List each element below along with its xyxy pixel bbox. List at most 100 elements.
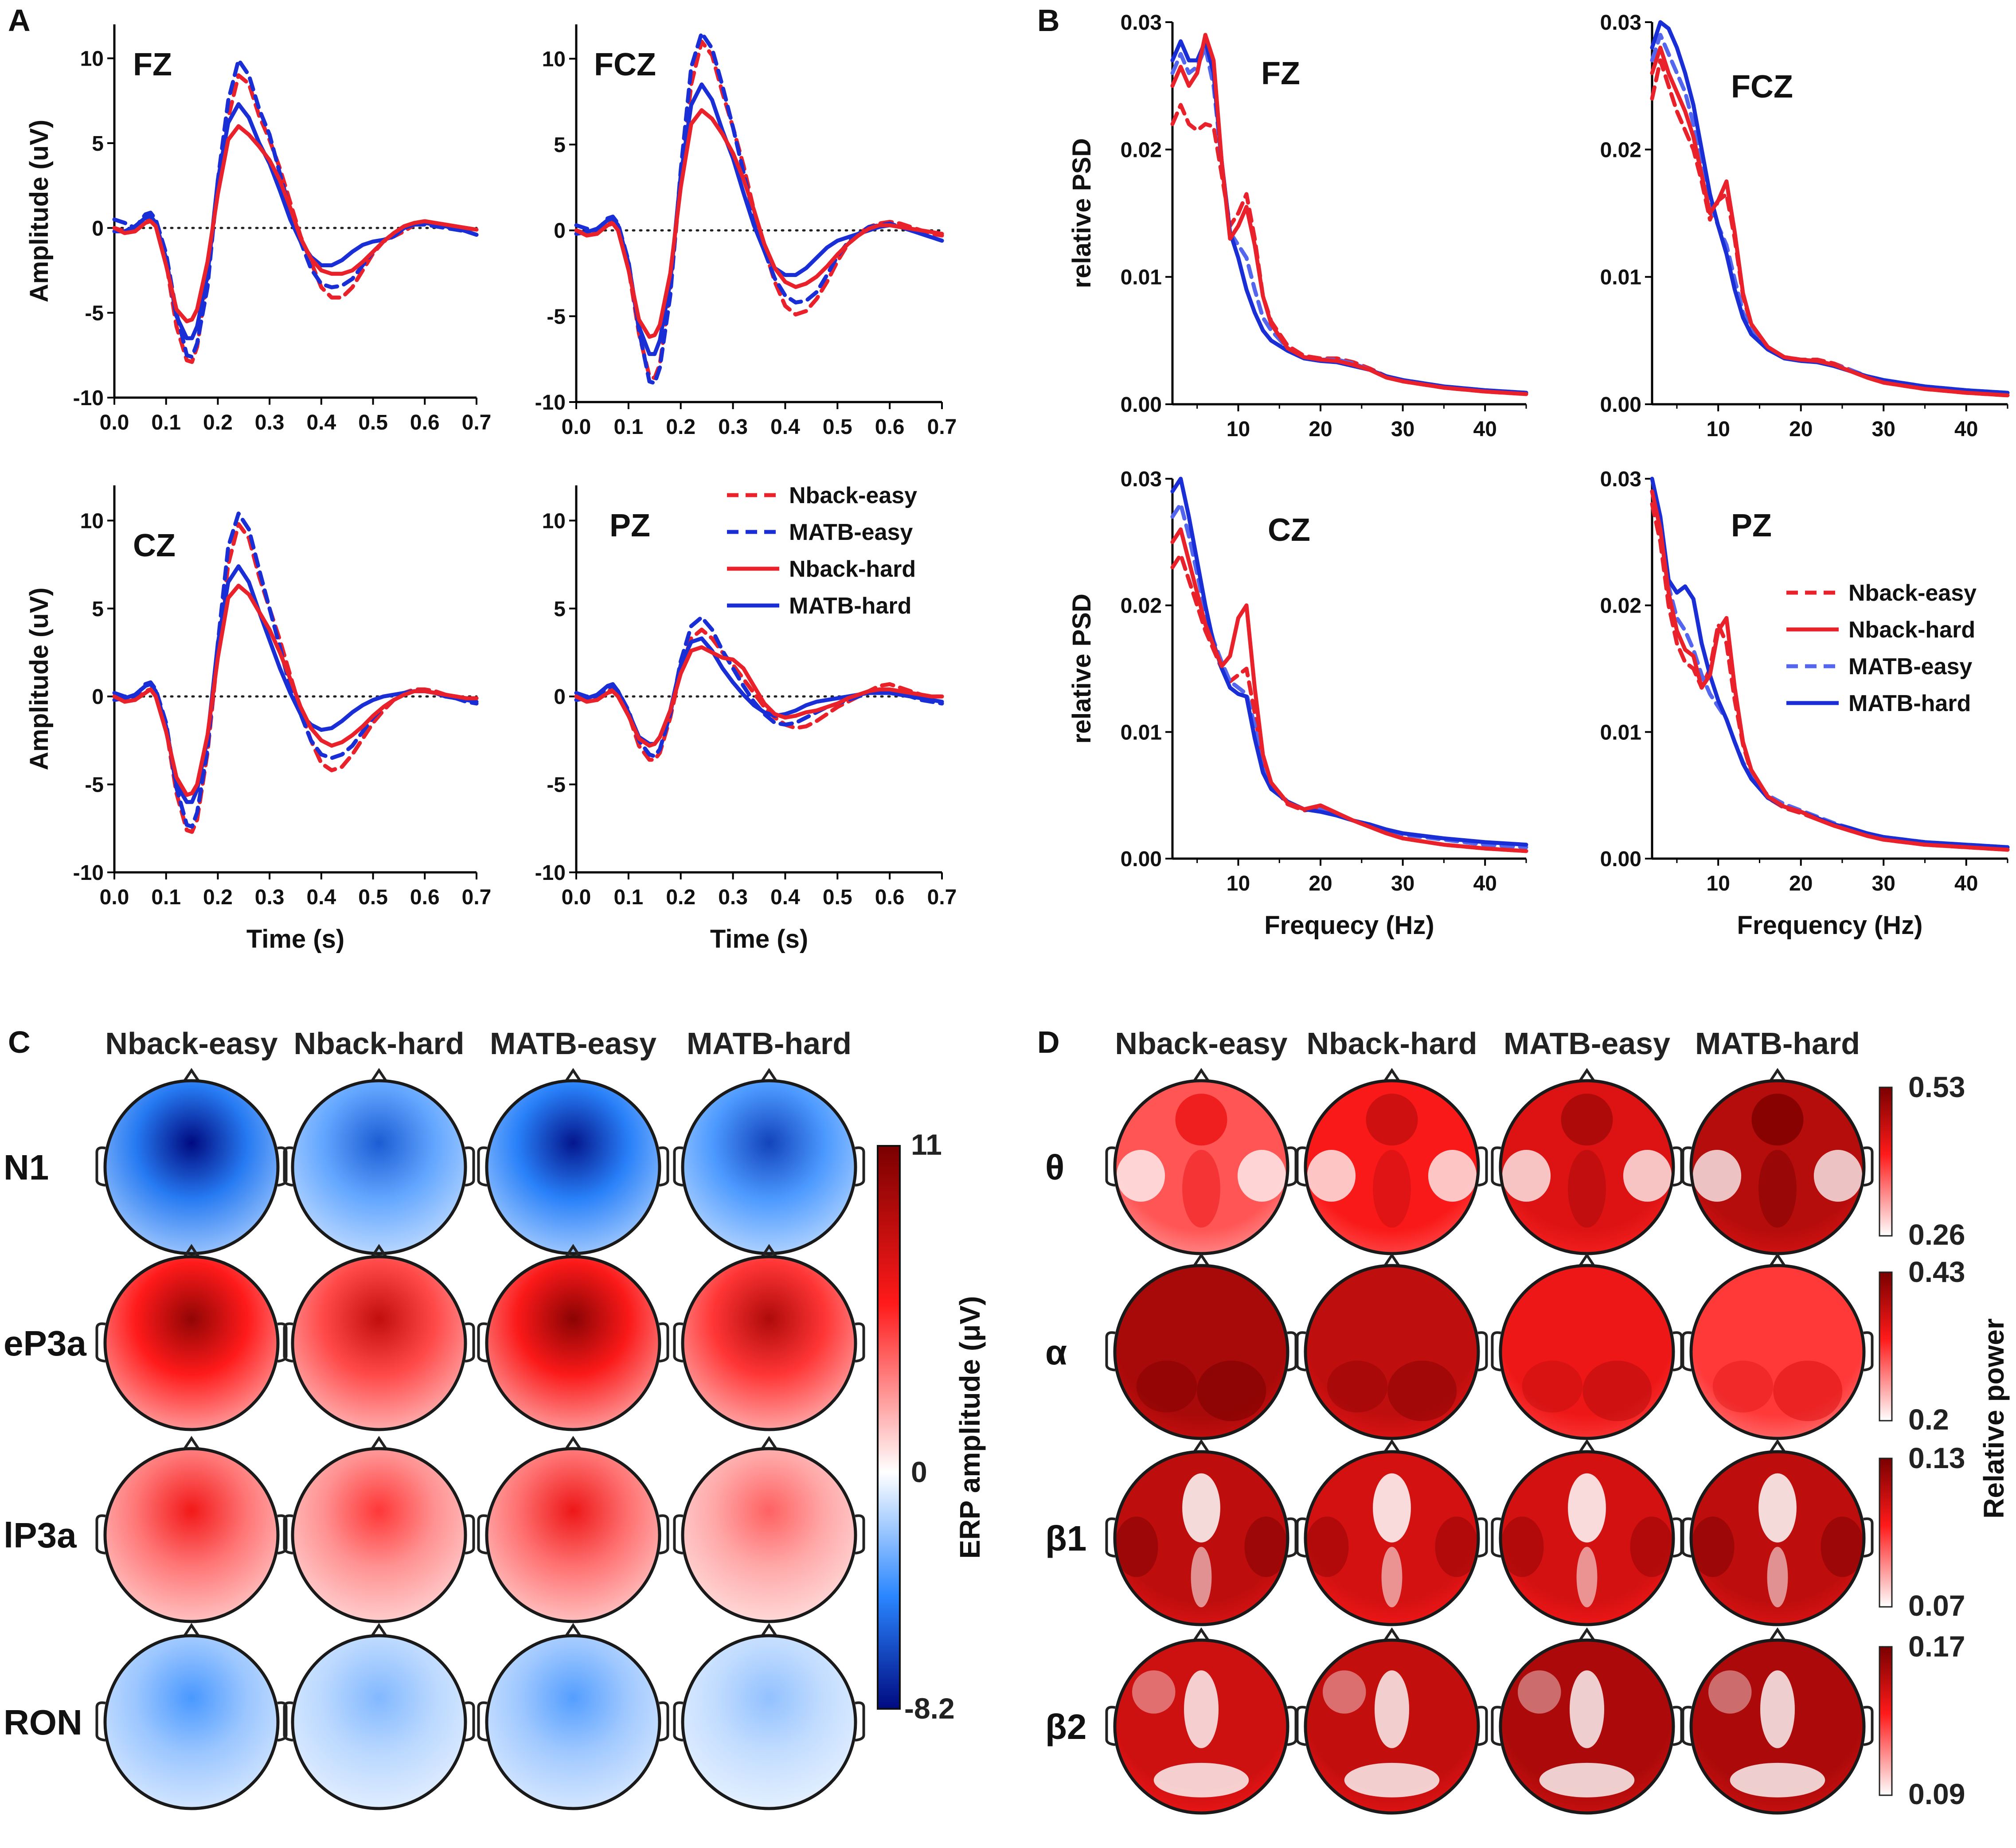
x-tick-label: 0.7 (462, 411, 492, 434)
ear-outline (1491, 1706, 1501, 1746)
y-tick-label: 0 (92, 217, 104, 240)
ear-outline (1477, 1706, 1488, 1746)
scalp-map (105, 1636, 278, 1809)
ear-outline (465, 1322, 475, 1363)
nose-outline (182, 1436, 201, 1451)
column-header-d: MATB-hard (1695, 1026, 1860, 1061)
colorbar-band-1 (1879, 1086, 1893, 1237)
head-outline (1113, 1450, 1289, 1626)
x-tick-label: 0.6 (410, 411, 440, 434)
colorbar-title-erp: ERP amplitude (μV) (954, 1296, 986, 1559)
head-outline (291, 1255, 467, 1431)
scalp-blotch (1182, 1473, 1220, 1543)
x-tick-label: 20 (1309, 418, 1332, 441)
ear-outline (659, 1701, 669, 1742)
y-tick-label: 0.03 (1121, 468, 1162, 491)
scalp-blotch (1115, 1516, 1158, 1577)
y-tick-label: 10 (542, 47, 566, 71)
y-tick-label: 0.03 (1600, 468, 1641, 491)
scalp-blotch (1576, 1547, 1598, 1607)
row-label-d: α (1045, 1332, 1067, 1372)
head-outline (1304, 1264, 1480, 1440)
y-tick-label: -5 (547, 774, 566, 797)
scalp-blotch (1428, 1150, 1477, 1202)
nose-outline (1383, 1253, 1401, 1268)
head-outline (291, 1447, 467, 1623)
topomap-ron-nback-hard (283, 1623, 475, 1810)
head-outline (1499, 1264, 1675, 1440)
scalp-map (487, 1257, 660, 1430)
scalp-blotch (1821, 1516, 1864, 1577)
nose-outline (1768, 1068, 1787, 1083)
colorbar-band-min: 0.26 (1908, 1218, 1965, 1251)
scalp-blotch (1502, 1150, 1551, 1202)
head-outline (1689, 1638, 1866, 1815)
x-tick-label: 0.3 (718, 886, 748, 909)
head-outline (1499, 1450, 1675, 1626)
ear-outline (1296, 1331, 1306, 1371)
nose-outline (1768, 1439, 1787, 1454)
series-line-nback-hard (112, 583, 479, 797)
row-label-d: β2 (1045, 1707, 1086, 1746)
scalp-blotch (1568, 1473, 1606, 1543)
x-tick-label: 10 (1707, 872, 1730, 895)
scalp-map (487, 1081, 660, 1254)
line-chart-a3: -10 -5 0 5 10 0.0 0.1 0.2 0.3 0.4 0.5 0.6 0.7 CZ Ampli… (25, 485, 491, 953)
colorbar-mid: 0 (911, 1456, 927, 1489)
ear-outline (477, 1146, 488, 1187)
y-axis-label: Amplitude (uV) (25, 587, 54, 770)
panel-letter-d: D (1037, 1025, 1060, 1059)
series-line-nback-hard (574, 645, 944, 748)
nose-outline (1578, 1627, 1596, 1642)
nose-outline (564, 1068, 582, 1083)
nose-outline (1768, 1253, 1787, 1268)
legend-label: MATB-easy (789, 520, 913, 545)
x-axis-label: Time (s) (246, 925, 344, 953)
legend-label: MATB-hard (789, 593, 911, 619)
scalp-blotch (1381, 1547, 1403, 1607)
legend-label: MATB-easy (1848, 654, 1972, 680)
scalp-blotch (1373, 1473, 1411, 1543)
topomap-n1-nback-hard (283, 1068, 475, 1255)
head-outline (1689, 1450, 1866, 1626)
scalp-blotch (1175, 1094, 1227, 1146)
scalp-blotch (1500, 1516, 1544, 1577)
topomap-lp3a-matb-easy (477, 1436, 669, 1623)
head-outline (1113, 1638, 1289, 1815)
nose-outline (1192, 1439, 1211, 1454)
column-header-c: Nback-hard (293, 1026, 464, 1061)
x-tick-label: 20 (1309, 872, 1332, 895)
y-tick-label: 0.03 (1600, 11, 1641, 35)
ear-outline (673, 1146, 684, 1187)
x-tick-label: 0.3 (255, 886, 285, 909)
panel-letter-b: B (1037, 3, 1060, 38)
x-tick-label: 20 (1789, 872, 1813, 895)
ear-outline (1477, 1331, 1488, 1371)
ear-outline (673, 1322, 684, 1363)
ear-outline (277, 1146, 288, 1187)
scalp-map (105, 1081, 278, 1254)
topomap-ep3a-nback-hard (283, 1244, 475, 1431)
scalp-blotch (1237, 1150, 1286, 1202)
ear-outline (465, 1701, 475, 1742)
ear-outline (1105, 1331, 1116, 1371)
head-outline (103, 1255, 280, 1431)
panel-title: FCZ (594, 47, 656, 82)
scalp-blotch (1522, 1360, 1583, 1413)
scalp-map (487, 1636, 660, 1809)
scalp-blotch (1692, 1150, 1742, 1202)
topomap-ron-nback-easy (95, 1623, 288, 1810)
y-tick-label: -10 (73, 861, 104, 885)
scalp-blotch (1691, 1516, 1735, 1577)
ear-outline (659, 1146, 669, 1187)
x-tick-label: 0.0 (562, 886, 591, 909)
topomap-band-2-matb-hard (1681, 1253, 1874, 1440)
colorbar-max: 11 (911, 1128, 942, 1161)
nose-outline (1578, 1439, 1596, 1454)
y-tick-label: 0.02 (1600, 594, 1641, 618)
ear-outline (1863, 1331, 1874, 1371)
nose-outline (1192, 1253, 1211, 1268)
x-tick-label: 0.2 (203, 886, 233, 909)
ear-outline (477, 1322, 488, 1363)
